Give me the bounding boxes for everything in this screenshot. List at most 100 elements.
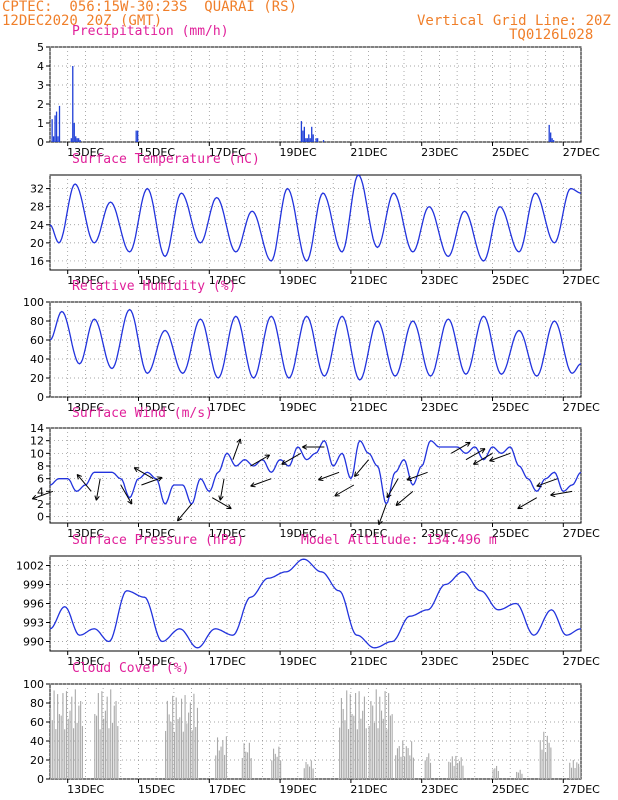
precip-bar (316, 138, 319, 142)
cloud-bar (380, 710, 383, 779)
panel-0-ytick-label-1: 1 (37, 117, 44, 130)
cloud-bar (373, 722, 376, 779)
panel-5-ytick-label-1: 20 (30, 754, 44, 767)
cloud-bar (550, 747, 552, 779)
panel-0-xtick-label-5: 23DEC (421, 146, 458, 159)
cloud-bar (342, 708, 344, 779)
panel-1-xtick-label-5: 23DEC (421, 274, 458, 287)
panel-3-ytick-label-6: 12 (30, 435, 44, 448)
panel-1-series-line (49, 174, 582, 262)
cloud-bar (250, 758, 252, 779)
panel-0-ytick-label-0: 0 (37, 136, 44, 149)
cloud-bar (274, 753, 276, 779)
precip-bar (548, 124, 550, 142)
wind-arrow-head (318, 475, 324, 481)
wind-arrow-shaft (219, 478, 225, 501)
wind-arrow-head (517, 504, 523, 510)
wind-arrow-shaft (95, 478, 101, 501)
cloud-bar (51, 720, 53, 779)
panel-5-ytick-label-2: 40 (30, 735, 44, 748)
panel-2-ytick-label-4: 80 (30, 315, 44, 328)
cloud-bar (78, 705, 80, 779)
cloud-bar (379, 696, 381, 779)
cloud-bar (225, 736, 227, 779)
wind-arrow-head (473, 459, 479, 465)
panel-0-ytick-label-3: 3 (37, 79, 44, 92)
precip-bar (300, 121, 303, 142)
panel-4-series-line (49, 558, 582, 649)
cloud-bar (494, 768, 496, 779)
cloud-bar (80, 700, 82, 779)
panel-4-xtick-label-2: 17DEC (209, 655, 246, 668)
precip-bar (79, 140, 81, 142)
cloud-bar (76, 722, 78, 779)
cloud-bar (193, 693, 195, 779)
cloud-bar (346, 690, 348, 779)
precip-bar (72, 66, 74, 142)
cloud-bar (188, 712, 190, 779)
cloud-bar (521, 773, 523, 779)
panel-4-xtick-label-1: 15DEC (138, 655, 175, 668)
panel-3-ytick-label-4: 8 (37, 460, 44, 473)
panel-4-xtick-label-6: 25DEC (492, 655, 529, 668)
panel-3-xtick-label-0: 13DEC (67, 527, 104, 540)
cloud-bar (409, 755, 411, 779)
panel-5-ytick-label-4: 80 (30, 697, 44, 710)
cloud-bar (455, 755, 457, 779)
panel-2-ytick-label-3: 60 (30, 334, 44, 347)
precip-bar (551, 138, 553, 142)
panel-2-xtick-label-3: 19DEC (280, 401, 317, 414)
cloud-bar (96, 715, 98, 779)
cloud-bar (424, 760, 426, 779)
cloud-bar (453, 765, 455, 779)
precip-bar (315, 138, 317, 142)
panel-2-xtick-label-1: 15DEC (138, 401, 175, 414)
panel-2-xtick-label-6: 25DEC (492, 401, 529, 414)
cloud-bar (450, 762, 452, 779)
panel-0-xtick-label-6: 25DEC (492, 146, 529, 159)
cloud-bar (64, 729, 66, 779)
wind-arrow-shaft (250, 478, 272, 487)
panel-3-xtick-label-6: 25DEC (492, 527, 529, 540)
wind-arrow-head (281, 459, 287, 465)
precip-bar (73, 123, 75, 142)
precip-bar (55, 111, 58, 142)
cloud-bar (73, 728, 75, 779)
wind-arrow-head (550, 491, 556, 498)
panel-1-ytick-label-0: 16 (30, 255, 44, 268)
cloud-bar (382, 718, 384, 779)
panel-3-ytick-label-3: 6 (37, 473, 44, 486)
cloud-bar (358, 691, 360, 779)
precip-bar (58, 105, 61, 142)
cloud-bar (448, 761, 450, 779)
cloud-bar (222, 740, 224, 779)
wind-arrow-shaft (141, 477, 163, 486)
panel-5-ytick-label-3: 60 (30, 716, 44, 729)
cloud-bar (310, 760, 312, 779)
panel-2-series-line (49, 308, 582, 381)
cloud-bar (280, 760, 282, 779)
cloud-bar (172, 695, 174, 779)
panel-5-xtick-label-6: 25DEC (492, 783, 529, 796)
wind-arrow-head (377, 519, 383, 526)
cloud-bar (243, 743, 245, 779)
cloud-bar (303, 768, 305, 779)
cloud-bar (375, 689, 377, 779)
cloud-bar (168, 714, 170, 779)
cloud-bar (396, 748, 399, 779)
panel-4-ytick-label-4: 1002 (16, 560, 44, 573)
cloud-bar (340, 698, 342, 779)
cloud-bar (548, 742, 550, 779)
panel-3-ytick-label-5: 10 (30, 447, 44, 460)
wind-arrow-shaft (120, 484, 133, 505)
wind-arrow-shaft (334, 484, 355, 497)
cloud-bar (218, 750, 220, 779)
wind-arrow-head (489, 456, 495, 462)
cloud-bar (457, 763, 459, 779)
panel-0-xtick-label-1: 15DEC (138, 146, 175, 159)
panel-2-title: Relative Humidity (%) (72, 279, 236, 294)
panel-5-xtick-label-3: 19DEC (280, 783, 317, 796)
cloud-bar (166, 700, 168, 779)
cloud-bar (220, 746, 222, 779)
cloud-bar (429, 762, 432, 779)
